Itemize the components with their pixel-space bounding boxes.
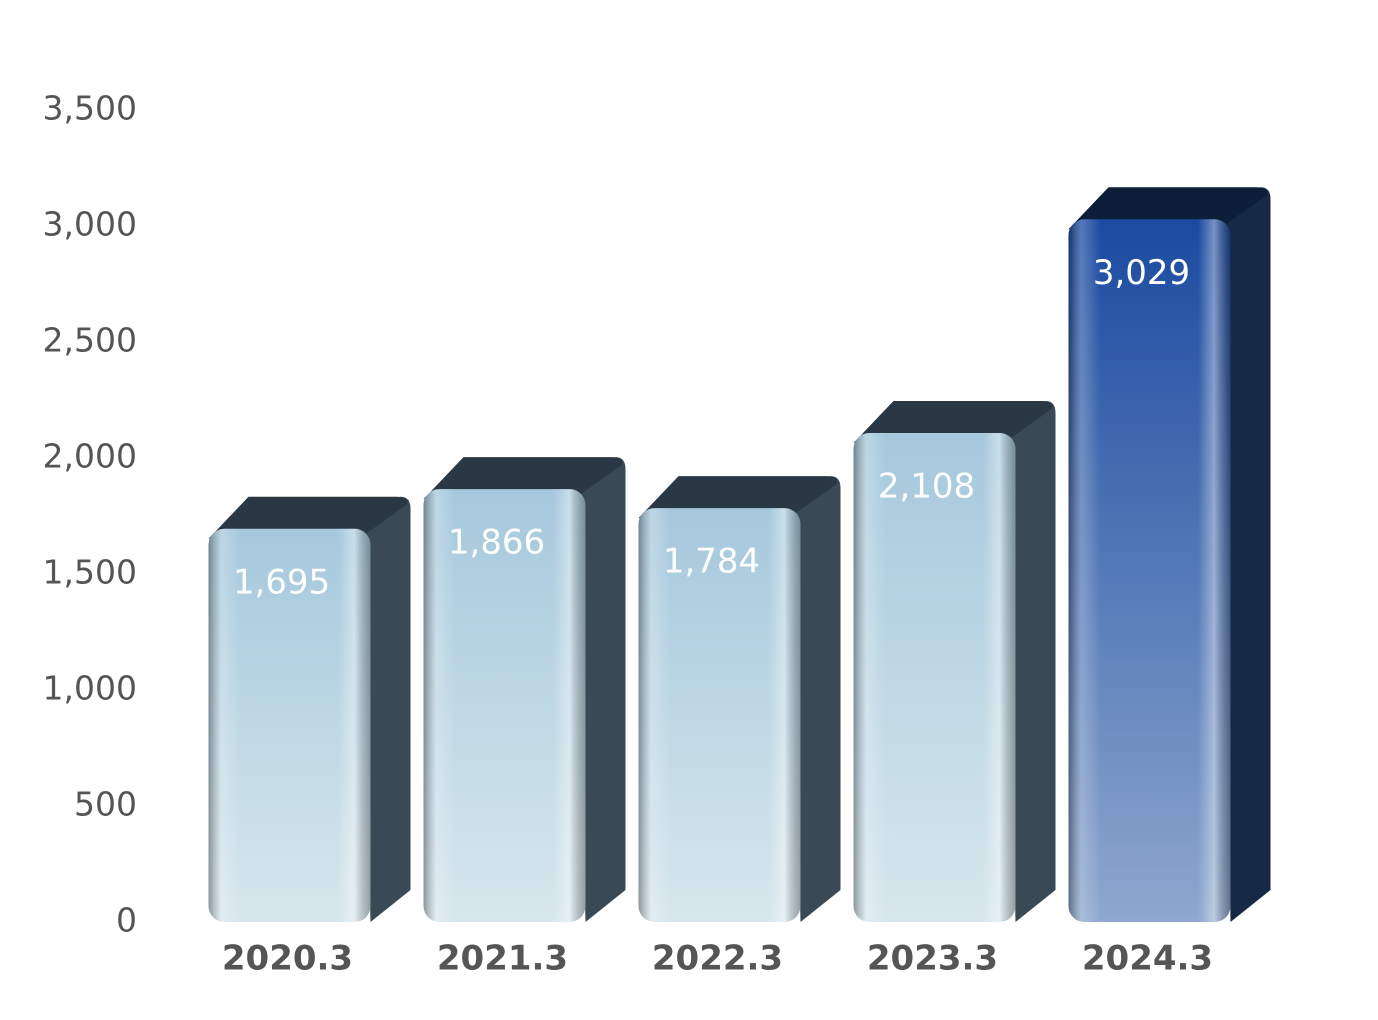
value-label: 1,784	[663, 542, 760, 582]
bar-side	[1220, 187, 1271, 923]
x-tick-label: 2020.3	[222, 939, 353, 979]
bar-top	[1068, 187, 1268, 230]
y-tick-label: 2,500	[43, 321, 137, 360]
bar-shine	[208, 528, 371, 922]
bar-shine	[638, 508, 801, 922]
bar-top	[638, 476, 838, 519]
bar-side	[575, 457, 626, 922]
value-label: 3,029	[1093, 253, 1190, 293]
bar-side	[1005, 400, 1056, 923]
bar-top	[208, 496, 408, 539]
x-tick-label: 2022.3	[652, 939, 783, 979]
value-label: 1,866	[448, 523, 545, 563]
bar-top	[423, 457, 623, 500]
y-tick-label: 1,500	[43, 553, 137, 592]
value-label: 1,695	[233, 562, 330, 602]
y-tick-label: 3,500	[43, 89, 137, 128]
bar-top	[853, 400, 1053, 443]
y-tick-label: 3,000	[43, 205, 137, 244]
x-tick-label: 2024.3	[1082, 939, 1213, 979]
y-tick-label: 500	[74, 785, 137, 824]
y-tick-label: 0	[116, 901, 137, 940]
value-label: 2,108	[878, 466, 975, 506]
y-tick-label: 2,000	[43, 437, 137, 476]
bar-shine	[423, 489, 586, 922]
bar-shine	[1068, 219, 1231, 923]
bar-shine	[853, 432, 1016, 922]
bar-side	[360, 496, 411, 922]
x-tick-label: 2021.3	[437, 939, 568, 979]
y-tick-label: 1,000	[43, 669, 137, 708]
bar-side	[790, 476, 841, 922]
x-tick-label: 2023.3	[867, 939, 998, 979]
